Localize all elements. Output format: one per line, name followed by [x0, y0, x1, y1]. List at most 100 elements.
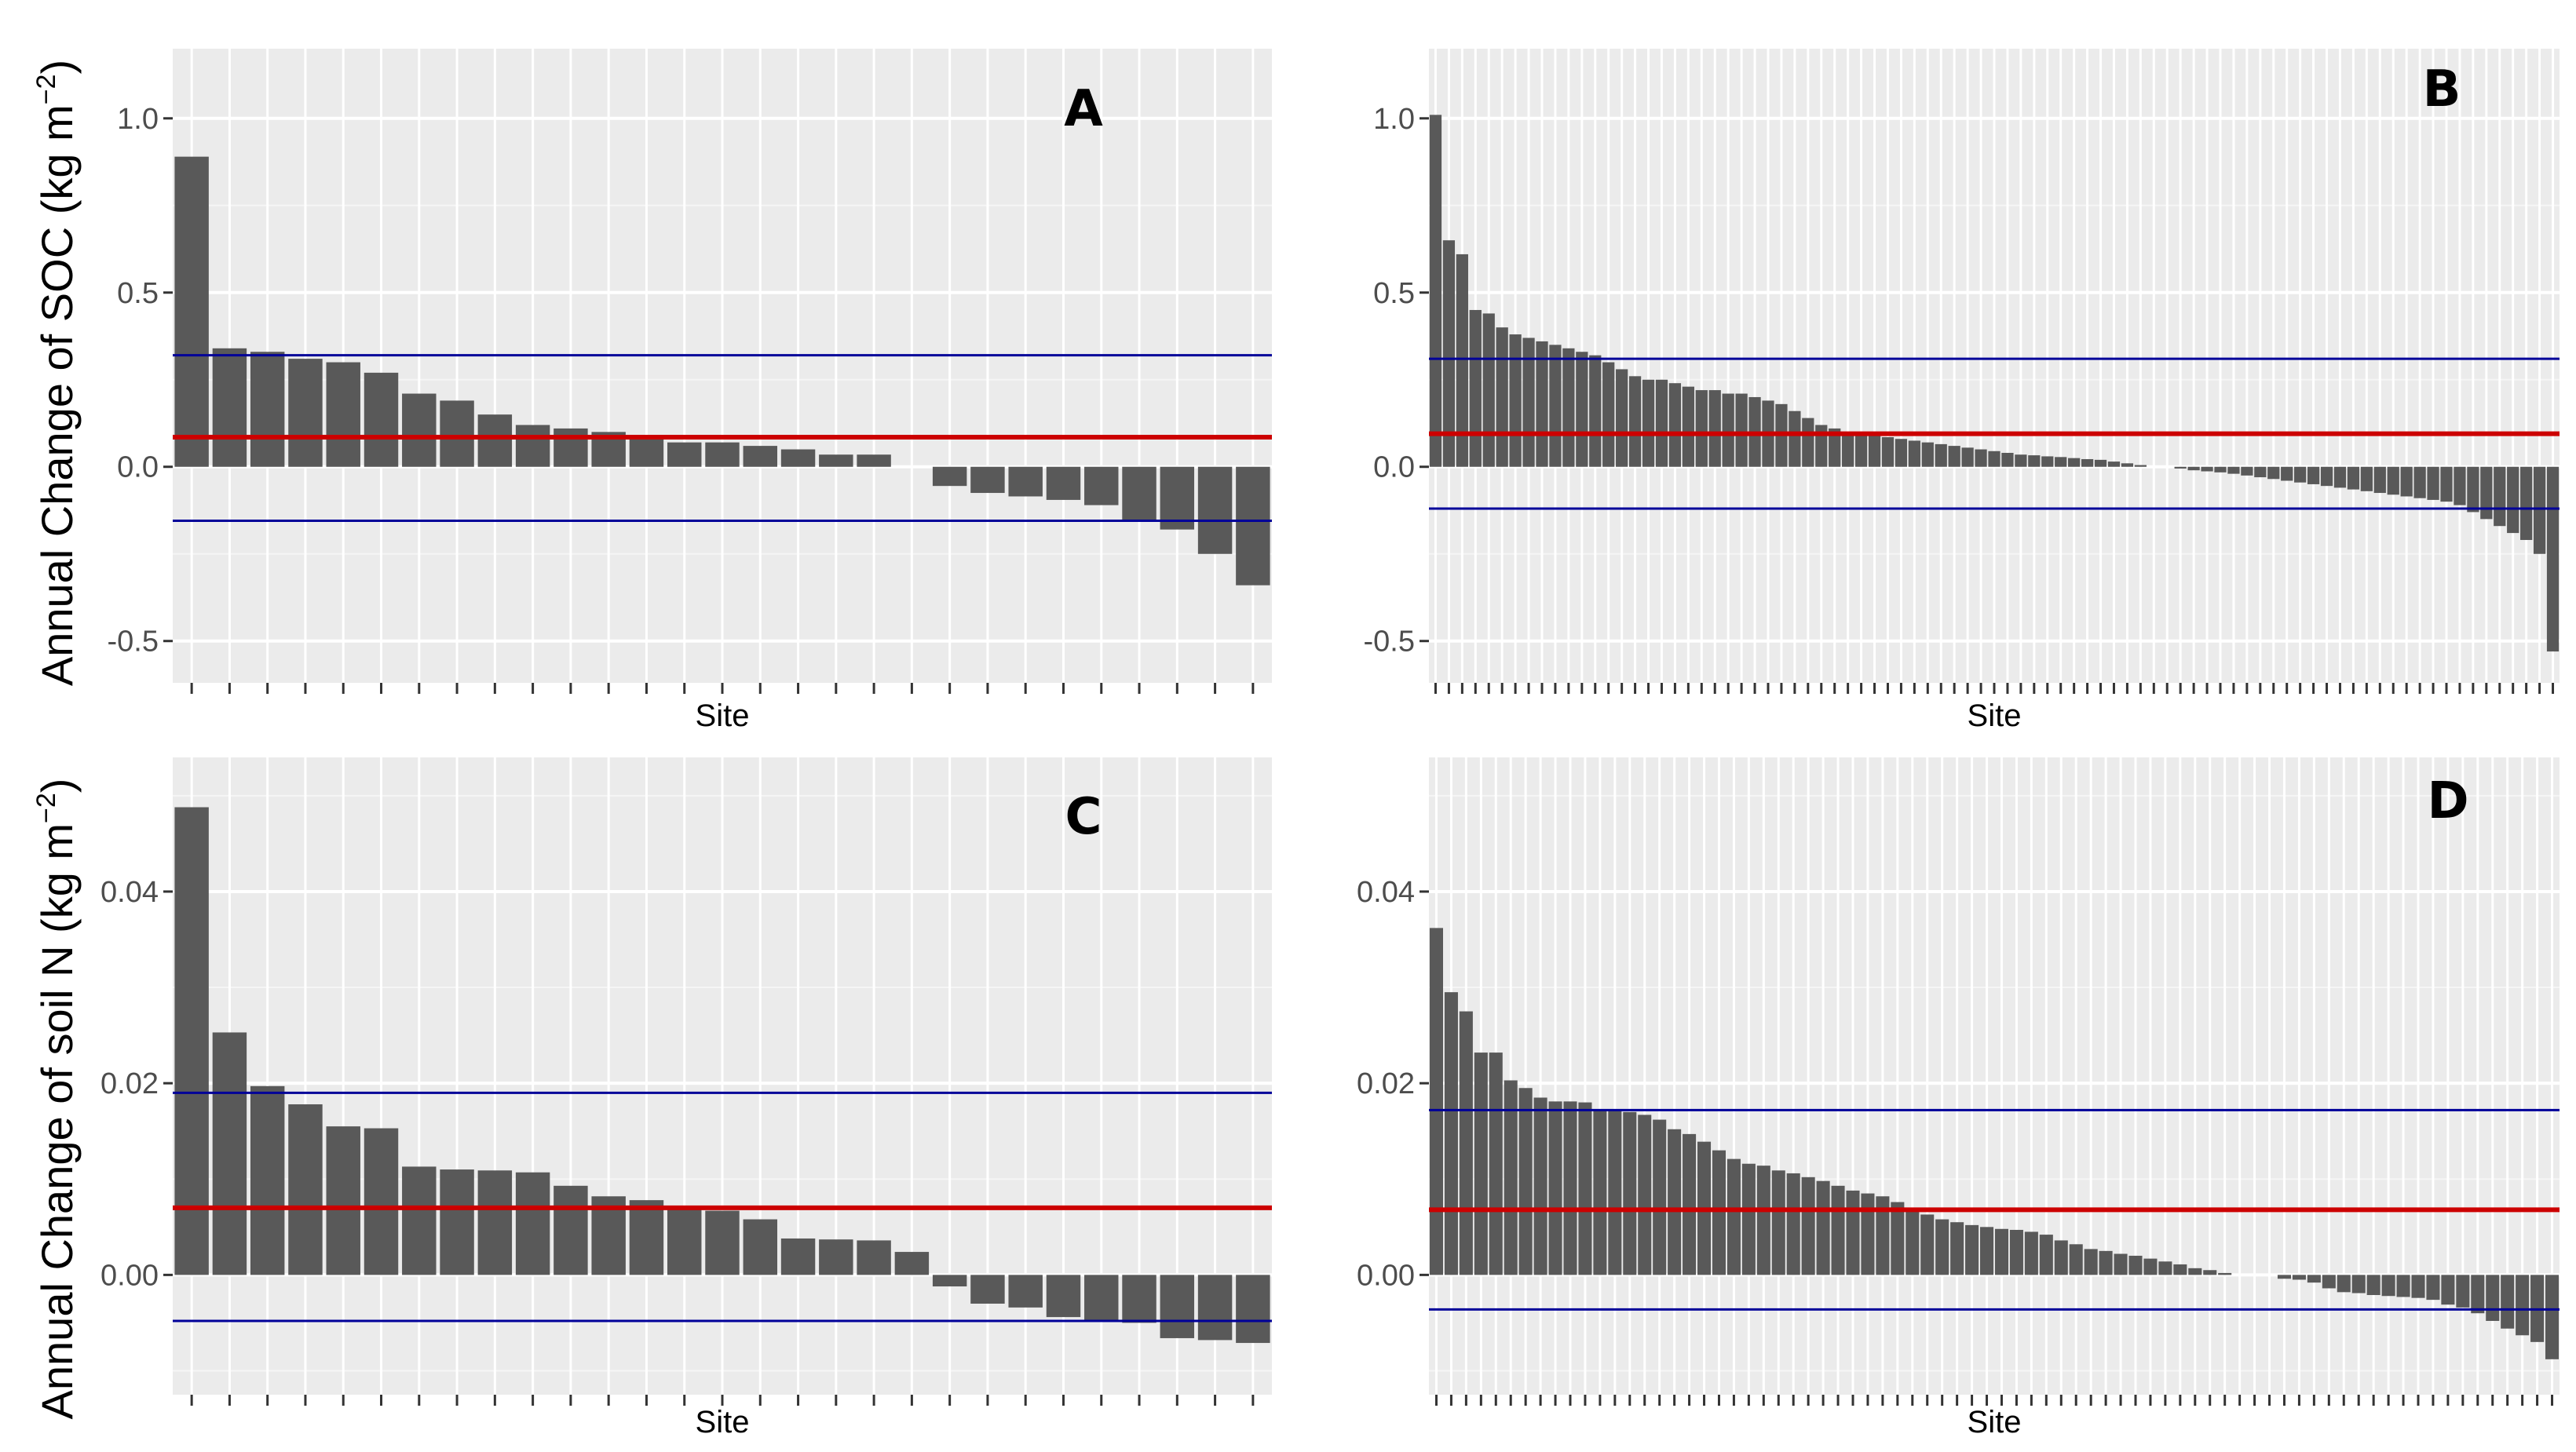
bar: [1442, 240, 1456, 467]
bar: [2381, 1275, 2395, 1297]
y-tick-label: 0.00: [100, 1259, 159, 1292]
bar: [1638, 1115, 1652, 1275]
plot-background: [1429, 757, 2560, 1395]
bar: [743, 1219, 777, 1275]
bar: [780, 1238, 816, 1275]
bar: [1593, 1109, 1607, 1275]
bar: [932, 1275, 967, 1287]
bar: [2501, 1275, 2515, 1329]
bar: [2441, 1275, 2455, 1305]
y-tick-label: 0.04: [1357, 876, 1415, 909]
bar: [1975, 449, 1987, 467]
bar: [2456, 1275, 2470, 1308]
bar: [1496, 327, 1508, 467]
bar: [1160, 466, 1195, 530]
bar: [2254, 466, 2267, 478]
bar: [1456, 254, 1468, 467]
bar: [1489, 1053, 1503, 1275]
bar: [1906, 1209, 1920, 1275]
x-axis-label: Site: [1968, 1405, 2022, 1439]
bar: [1548, 1101, 1562, 1275]
bar: [2366, 1275, 2381, 1296]
bar: [1801, 1177, 1815, 1275]
panel-c: 0.04 0.02 0.00 Site C: [100, 757, 1272, 1439]
bar: [2041, 456, 2054, 467]
y-tick-label: -0.5: [108, 626, 159, 659]
bar: [2545, 1275, 2560, 1359]
panel-d: 0.04 0.02 0.00 Site D: [1357, 757, 2560, 1439]
bar: [1816, 1180, 1830, 1275]
bar: [1469, 309, 1482, 467]
bar: [1861, 1193, 1875, 1275]
bar: [743, 446, 777, 467]
bar: [1961, 447, 1974, 467]
bar: [402, 393, 437, 467]
bar: [1726, 1158, 1741, 1275]
bar: [2134, 465, 2147, 467]
bar: [1895, 439, 1908, 467]
bar: [1536, 341, 1548, 467]
bar: [1980, 1227, 1994, 1275]
bar: [1589, 355, 1602, 467]
bar: [629, 439, 664, 467]
x-axis-label: Site: [696, 1405, 750, 1439]
bar: [477, 1170, 513, 1275]
y-tick-label: 0.0: [117, 451, 159, 484]
bar: [1616, 369, 1628, 467]
bar: [2084, 1249, 2098, 1275]
bar: [1741, 1163, 1756, 1275]
bar: [440, 1169, 474, 1275]
bar: [1935, 443, 1947, 467]
bar: [1965, 1224, 1979, 1275]
y-tick-label: 1.0: [1373, 103, 1415, 136]
bar: [1084, 466, 1119, 505]
bar: [1655, 379, 1668, 467]
bar: [2214, 466, 2227, 472]
bar: [1829, 428, 1841, 467]
bar: [2187, 466, 2200, 471]
y-tick-label: 0.00: [1357, 1259, 1415, 1292]
bar: [2068, 458, 2081, 467]
bar: [326, 362, 360, 467]
bar: [1008, 466, 1043, 497]
bar: [2546, 466, 2560, 652]
bar: [174, 156, 209, 467]
bar: [2143, 1258, 2158, 1275]
y-tick-label: 1.0: [117, 103, 159, 136]
bar: [1122, 1275, 1156, 1323]
bar: [2387, 466, 2399, 495]
y-tick-label: 0.5: [1373, 277, 1415, 310]
bar: [1668, 383, 1682, 467]
bar: [2516, 1275, 2530, 1336]
x-axis-label: Site: [1968, 699, 2022, 733]
bar: [2094, 459, 2107, 467]
bar: [819, 454, 853, 467]
bar: [2480, 466, 2493, 520]
bar: [1921, 442, 1934, 467]
bar: [932, 466, 967, 487]
bar: [1708, 390, 1721, 467]
bar: [1008, 1275, 1043, 1308]
bar: [1786, 1173, 1800, 1275]
bar: [1122, 466, 1156, 521]
bar: [1444, 992, 1458, 1275]
panel-label: A: [1064, 80, 1103, 138]
bar: [1236, 466, 1270, 586]
bar: [1429, 115, 1442, 467]
bar: [2320, 466, 2333, 487]
bar: [2128, 1255, 2143, 1275]
bar: [2533, 466, 2546, 554]
bar: [1846, 1190, 1860, 1275]
bar: [2454, 466, 2466, 505]
bar: [2201, 466, 2213, 472]
bar: [1881, 437, 1895, 467]
bar: [1628, 376, 1642, 467]
y-tick-label: -0.5: [1364, 626, 1415, 659]
bar: [1482, 313, 1495, 467]
bar: [515, 1172, 550, 1275]
y-tick-label: 0.5: [117, 277, 159, 310]
bar: [2520, 466, 2533, 540]
bar: [2121, 463, 2134, 467]
bar: [1459, 1011, 1473, 1275]
bar: [1602, 362, 1615, 467]
